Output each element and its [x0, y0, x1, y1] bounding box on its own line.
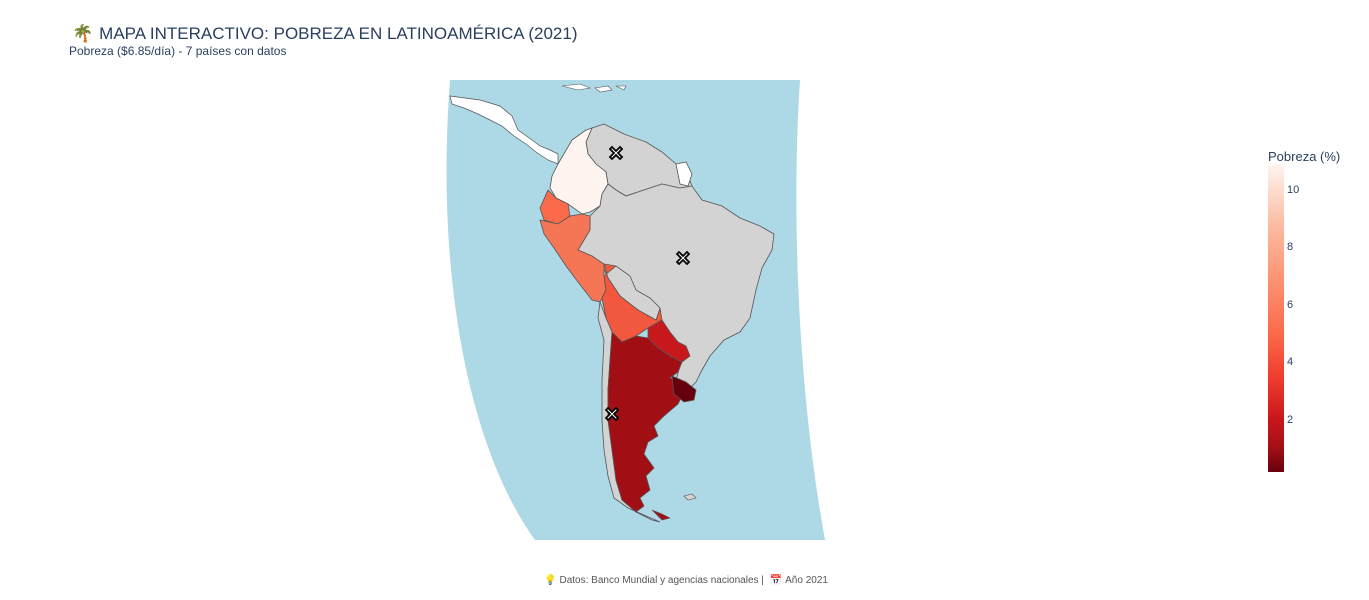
map-title: 🌴 MAPA INTERACTIVO: POBREZA EN LATINOAMÉR…	[72, 24, 578, 44]
colorbar-tick: 8	[1287, 241, 1294, 253]
central-america[interactable]	[449, 95, 559, 165]
colorbar-tick: 6	[1287, 299, 1294, 311]
caribbean-islands	[561, 83, 627, 93]
colorbar-tick: 2	[1287, 414, 1294, 426]
calendar-icon: 📅	[769, 575, 783, 586]
footer-year: Año 2021	[785, 575, 828, 586]
palm-tree-icon: 🌴	[72, 24, 94, 43]
x-marker-brazil[interactable]	[675, 250, 691, 266]
country-french-guiana[interactable]	[675, 161, 693, 187]
colorbar-title: Pobreza (%)	[1268, 149, 1341, 164]
lightbulb-icon: 💡	[544, 575, 557, 586]
falkland-islands	[683, 493, 697, 501]
choropleth-map[interactable]	[440, 80, 830, 540]
footer-source: Datos: Banco Mundial y agencias nacional…	[559, 575, 764, 586]
footer-note: 💡 Datos: Banco Mundial y agencias naciona…	[0, 575, 1369, 586]
country-argentina[interactable]	[607, 331, 685, 513]
x-marker-chile[interactable]	[604, 406, 620, 422]
x-marker-venezuela[interactable]	[608, 145, 624, 161]
title-text: MAPA INTERACTIVO: POBREZA EN LATINOAMÉRI…	[99, 24, 578, 43]
country-peru[interactable]	[539, 213, 607, 303]
tierra-del-fuego[interactable]	[651, 509, 671, 521]
colorbar	[1268, 164, 1284, 472]
map-subtitle: Pobreza ($6.85/día) - 7 países con datos	[69, 44, 287, 58]
country-uruguay[interactable]	[671, 375, 697, 403]
colorbar-tick: 4	[1287, 356, 1294, 368]
colorbar-tick: 10	[1287, 184, 1300, 196]
